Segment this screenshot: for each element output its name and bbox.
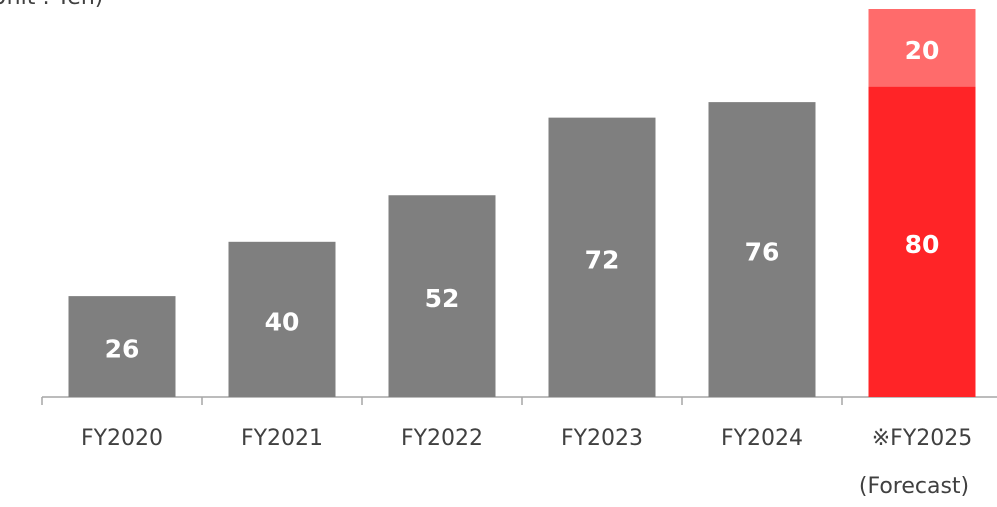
data-label: 52	[425, 284, 460, 313]
x-tick-label: FY2023	[561, 426, 643, 451]
data-label: 72	[585, 245, 620, 274]
data-label: 80	[905, 230, 940, 259]
bar-segment	[388, 195, 496, 397]
x-tick-label: FY2021	[241, 426, 323, 451]
forecast-note: (Forecast)	[859, 474, 969, 499]
bar-segment	[868, 86, 976, 397]
data-label: 20	[905, 36, 940, 65]
x-tick-label: FY2020	[81, 426, 163, 451]
x-tick-label: ※FY2025	[872, 426, 973, 451]
x-tick-label: FY2022	[401, 426, 483, 451]
bar-segment	[548, 117, 656, 397]
bar-segment	[868, 9, 976, 87]
bar-segment	[228, 241, 336, 397]
data-label: 26	[105, 335, 140, 364]
bar-segment	[68, 296, 176, 397]
unit-note: (Unit : Yen)	[0, 0, 103, 10]
data-label: 40	[265, 307, 300, 336]
data-label: 76	[745, 238, 780, 267]
x-tick-label: FY2024	[721, 426, 803, 451]
bar-segment	[708, 102, 816, 398]
